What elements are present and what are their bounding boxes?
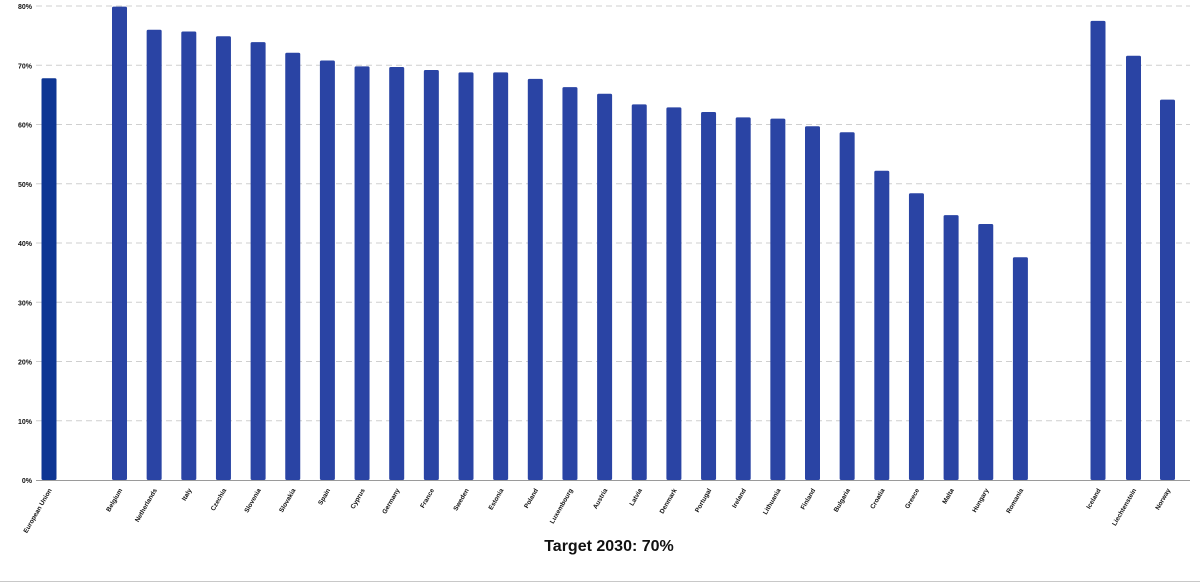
- bar-malta: [943, 215, 959, 480]
- y-tick-label: 40%: [18, 241, 33, 248]
- x-tick-label: Belgium: [105, 487, 124, 513]
- x-tick-label: Norway: [1154, 487, 1172, 511]
- chart-caption: Target 2030: 70%: [544, 538, 674, 555]
- x-tick-label: Croatia: [869, 487, 886, 510]
- bar-iceland: [1090, 20, 1106, 480]
- y-tick-label: 60%: [18, 123, 33, 130]
- y-tick-label: 70%: [18, 63, 33, 70]
- x-tick-label: Estonia: [488, 487, 506, 511]
- x-tick-label: Netherlands: [134, 487, 159, 523]
- x-tick-label: Luxembourg: [549, 487, 575, 525]
- x-tick-label: Slovakia: [278, 487, 297, 514]
- y-tick-label: 20%: [18, 360, 33, 367]
- bar-netherlands: [146, 29, 162, 480]
- x-tick-label: Bulgaria: [833, 487, 852, 513]
- bar-france: [423, 69, 439, 481]
- x-tick-label: Slovenia: [243, 487, 263, 514]
- x-tick-label: Iceland: [1085, 487, 1102, 510]
- x-tick-label: Italy: [181, 487, 194, 502]
- bar-latvia: [631, 104, 647, 480]
- bar-european-union: [41, 78, 57, 480]
- bar-luxembourg: [562, 87, 578, 481]
- bar-germany: [389, 67, 405, 480]
- x-tick-label: Greece: [904, 487, 921, 510]
- x-tick-label: Finland: [800, 487, 818, 511]
- x-axis-labels: European Union Belgium Netherlands Italy Cze…: [23, 487, 1173, 534]
- y-axis: 0% 10% 20% 30% 40% 50% 60% 70% 80%: [18, 4, 1190, 485]
- bar-greece: [908, 193, 924, 481]
- bar-portugal: [701, 112, 717, 481]
- y-tick-label: 50%: [18, 182, 33, 189]
- bar-austria: [597, 93, 613, 480]
- bars: [41, 6, 1175, 481]
- x-tick-label: Austria: [592, 487, 609, 510]
- bar-spain: [319, 60, 335, 480]
- x-tick-label: European Union: [23, 487, 54, 534]
- x-tick-label: Latvia: [629, 487, 645, 507]
- bar-denmark: [666, 107, 682, 480]
- bar-lithuania: [770, 118, 786, 480]
- bar-croatia: [874, 170, 890, 480]
- bottom-divider: [0, 581, 1200, 582]
- y-tick-label: 10%: [18, 419, 33, 426]
- bar-hungary: [978, 224, 994, 480]
- x-tick-label: Cyprus: [350, 487, 367, 510]
- x-tick-label: Ireland: [731, 487, 748, 509]
- bar-bulgaria: [839, 132, 855, 480]
- x-tick-label: Portugal: [694, 487, 713, 513]
- x-tick-label: Malta: [941, 487, 956, 505]
- bar-romania: [1012, 257, 1028, 480]
- x-tick-label: France: [419, 487, 436, 509]
- x-tick-label: Liechtenstein: [1111, 487, 1138, 527]
- x-tick-label: Spain: [317, 487, 332, 506]
- x-tick-label: Lithuania: [762, 487, 783, 516]
- bar-poland: [527, 78, 543, 480]
- x-tick-label: Romania: [1005, 487, 1025, 515]
- x-tick-label: Czechia: [210, 487, 229, 512]
- bar-ireland: [735, 117, 751, 480]
- x-tick-label: Poland: [523, 487, 540, 509]
- bar-finland: [805, 126, 820, 480]
- bar-norway: [1160, 99, 1175, 481]
- bar-belgium: [112, 6, 127, 481]
- bar-estonia: [493, 72, 509, 481]
- bar-sweden: [458, 72, 474, 481]
- x-tick-label: Germany: [381, 487, 401, 515]
- x-tick-label: Hungary: [971, 487, 990, 514]
- bar-czechia: [215, 36, 231, 480]
- bar-slovakia: [285, 52, 301, 481]
- x-tick-label: Sweden: [452, 487, 470, 512]
- y-tick-label: 30%: [18, 300, 33, 307]
- y-tick-label: 0%: [22, 478, 33, 485]
- bar-liechtenstein: [1126, 55, 1141, 481]
- y-tick-label: 80%: [18, 4, 33, 11]
- bar-cyprus: [354, 66, 370, 480]
- x-tick-label: Denmark: [659, 487, 679, 515]
- bar-slovenia: [250, 42, 266, 481]
- bar-italy: [181, 31, 197, 480]
